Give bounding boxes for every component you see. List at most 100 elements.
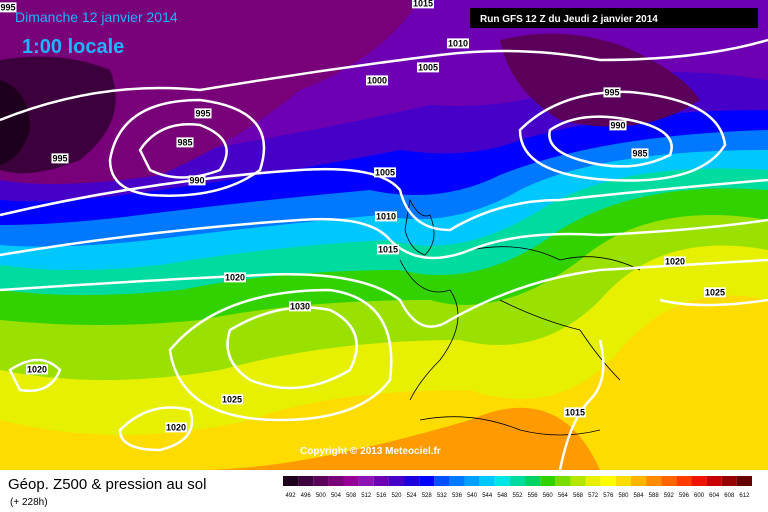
scale-cell [509,476,526,486]
scale-cell [283,476,299,486]
scale-label: 532 [437,493,448,499]
scale-cell [494,476,510,486]
scale-label: 540 [467,493,478,499]
scale-label: 528 [422,493,433,499]
scale-label: 564 [558,493,569,499]
scale-label: 568 [573,493,584,499]
scale-cell [676,476,692,486]
lead-time: (+ 228h) [10,497,48,508]
label-box [376,244,400,255]
isobar-label: 1010 [376,211,396,221]
scale-label: 496 [301,493,312,499]
isobar-label: 1005 [375,167,395,177]
isobar [138,123,228,179]
isobar-label: 1030 [290,301,310,311]
scale-label: 556 [528,493,539,499]
scale-label: 576 [603,493,614,499]
isobar-label: 1010 [448,38,468,48]
scale-cell [646,476,662,486]
scale-label: 544 [482,493,493,499]
isobar [168,288,393,422]
label-box [220,394,244,405]
label-box [411,0,435,9]
isobar-label: 1015 [565,407,585,417]
scale-cell [298,476,314,486]
label-box [51,153,69,164]
isobar [518,90,727,182]
label-box [223,272,247,283]
isobar-label: 995 [604,87,619,97]
scale-label: 504 [331,493,342,499]
scale-label: 552 [512,493,523,499]
scale-label: 536 [452,493,463,499]
label-box [603,87,621,98]
label-box [164,422,188,433]
coastlines [399,198,641,436]
scale-label: 492 [286,493,297,499]
isobar-label: 1015 [413,0,433,8]
scale-label: 560 [543,493,554,499]
scale-cell [540,476,556,486]
scale-label: 572 [588,493,599,499]
scale-cell [419,476,435,486]
label-box [446,38,470,49]
label-box [703,287,727,298]
isobar-label: 995 [0,2,15,12]
run-info: Run GFS 12 Z du Jeudi 2 janvier 2014 [480,14,658,25]
isobar-label: 1000 [367,75,387,85]
isobar [548,115,673,168]
scale-cell [721,476,737,486]
field [0,80,30,165]
isobar-label: 1020 [225,272,245,282]
field [0,56,116,174]
isobar [118,406,194,452]
scale-cell [373,476,389,486]
coastline [404,198,435,256]
scale-label: 548 [497,493,508,499]
isobar-label: 1025 [222,394,242,404]
label-box [188,175,206,186]
scale-cell [691,476,707,486]
isobar [0,217,768,260]
scale-label: 500 [316,493,327,499]
scale-label: 524 [407,493,418,499]
coastline [399,246,641,436]
scale-cell [570,476,586,486]
scale-cell [630,476,647,486]
scale-label: 588 [649,493,660,499]
run-box [470,8,758,28]
scale-cell [555,476,571,486]
scale-cell [404,476,420,486]
scale-cell [388,476,405,486]
copyright: Copyright © 2013 Meteociel.fr [300,446,441,457]
scale-label: 608 [724,493,735,499]
scale-cell [449,476,465,486]
map-title: Dimanche 12 janvier 2014 [15,9,178,25]
color-scale: 492 496 500 504 508 512 516 520 524 528 532 536 540 5… [283,476,752,499]
isobar-label: 1020 [166,422,186,432]
scale-cell [615,476,631,486]
scale-cell [600,476,616,486]
isobar-label: 1015 [378,244,398,254]
local-time: 1:00 locale [22,36,124,58]
isobar [108,98,266,197]
label-box [176,137,194,148]
isobar-label: 1020 [665,256,685,266]
field [500,33,700,127]
isobar-label: 1005 [418,62,438,72]
scale-cell [661,476,677,486]
label-box [631,148,649,159]
scale-label: 592 [664,493,675,499]
scale-cell [706,476,722,486]
scale-label: 580 [618,493,629,499]
scale-cell [525,476,541,486]
scale-label: 612 [739,493,750,499]
label-box [0,2,17,13]
scale-label: 604 [709,493,720,499]
label-box [563,407,587,418]
scale-cell [343,476,359,486]
scale-label: 512 [361,493,372,499]
isobar-label: 1020 [27,364,47,374]
isobar [558,298,768,471]
